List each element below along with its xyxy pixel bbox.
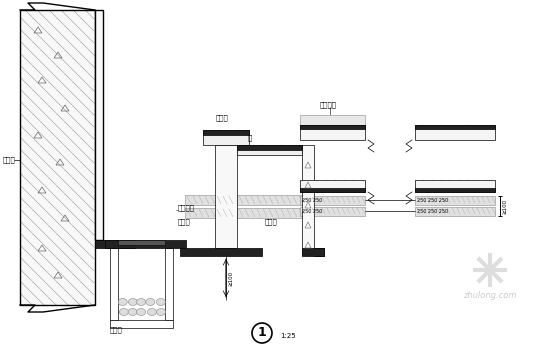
Bar xyxy=(237,208,302,218)
Bar xyxy=(215,145,237,248)
Bar xyxy=(20,10,95,305)
Bar xyxy=(20,10,95,305)
Text: 排水沟: 排水沟 xyxy=(216,115,228,121)
Bar xyxy=(165,248,173,320)
Text: 250 250 250: 250 250 250 xyxy=(417,209,448,214)
Ellipse shape xyxy=(137,298,146,305)
Text: 渗水层: 渗水层 xyxy=(265,219,278,225)
Bar xyxy=(203,130,249,135)
Ellipse shape xyxy=(118,298,127,305)
Bar xyxy=(118,240,165,245)
Text: 渗水管: 渗水管 xyxy=(178,219,191,225)
Bar xyxy=(300,180,365,192)
Bar xyxy=(300,125,365,129)
Ellipse shape xyxy=(147,309,156,315)
Ellipse shape xyxy=(156,298,165,305)
Text: 集水井: 集水井 xyxy=(110,327,123,333)
Bar xyxy=(237,195,302,205)
Text: 1:25: 1:25 xyxy=(280,333,296,339)
Text: ≥100: ≥100 xyxy=(228,270,233,285)
Ellipse shape xyxy=(137,309,146,315)
Bar xyxy=(203,130,249,145)
Bar xyxy=(185,208,237,218)
Bar xyxy=(415,207,495,216)
Text: 250 250: 250 250 xyxy=(302,209,322,214)
Bar xyxy=(415,196,495,205)
Bar xyxy=(180,248,262,256)
Ellipse shape xyxy=(128,298,137,305)
Text: 板: 板 xyxy=(248,135,252,141)
Text: 1: 1 xyxy=(258,327,267,340)
Text: zhulong.com: zhulong.com xyxy=(463,290,517,299)
Bar xyxy=(415,125,495,129)
Bar xyxy=(314,248,324,256)
Bar xyxy=(302,145,314,255)
Bar xyxy=(415,125,495,140)
Ellipse shape xyxy=(156,309,166,315)
Bar xyxy=(300,207,365,216)
Circle shape xyxy=(252,323,272,343)
Bar xyxy=(300,188,365,192)
Text: 集水框架: 集水框架 xyxy=(178,205,195,211)
Text: 250 250: 250 250 xyxy=(302,198,322,203)
Ellipse shape xyxy=(146,298,155,305)
Bar xyxy=(105,240,186,248)
Text: 250 250 250: 250 250 250 xyxy=(417,198,448,203)
Bar xyxy=(300,196,365,205)
Bar xyxy=(185,195,237,205)
Ellipse shape xyxy=(119,309,128,315)
Text: 挡土墙: 挡土墙 xyxy=(3,157,16,163)
Bar xyxy=(110,248,118,320)
Text: 素土垫层: 素土垫层 xyxy=(320,102,337,108)
Bar xyxy=(95,240,135,248)
Bar xyxy=(302,248,324,256)
Bar xyxy=(237,145,302,155)
Bar xyxy=(237,145,302,150)
Bar xyxy=(415,180,495,192)
Text: ≥100: ≥100 xyxy=(502,199,507,214)
Bar xyxy=(300,125,365,140)
Bar xyxy=(300,115,365,125)
Bar xyxy=(415,188,495,192)
Bar xyxy=(95,10,103,240)
Bar xyxy=(110,320,173,328)
Ellipse shape xyxy=(128,309,137,315)
